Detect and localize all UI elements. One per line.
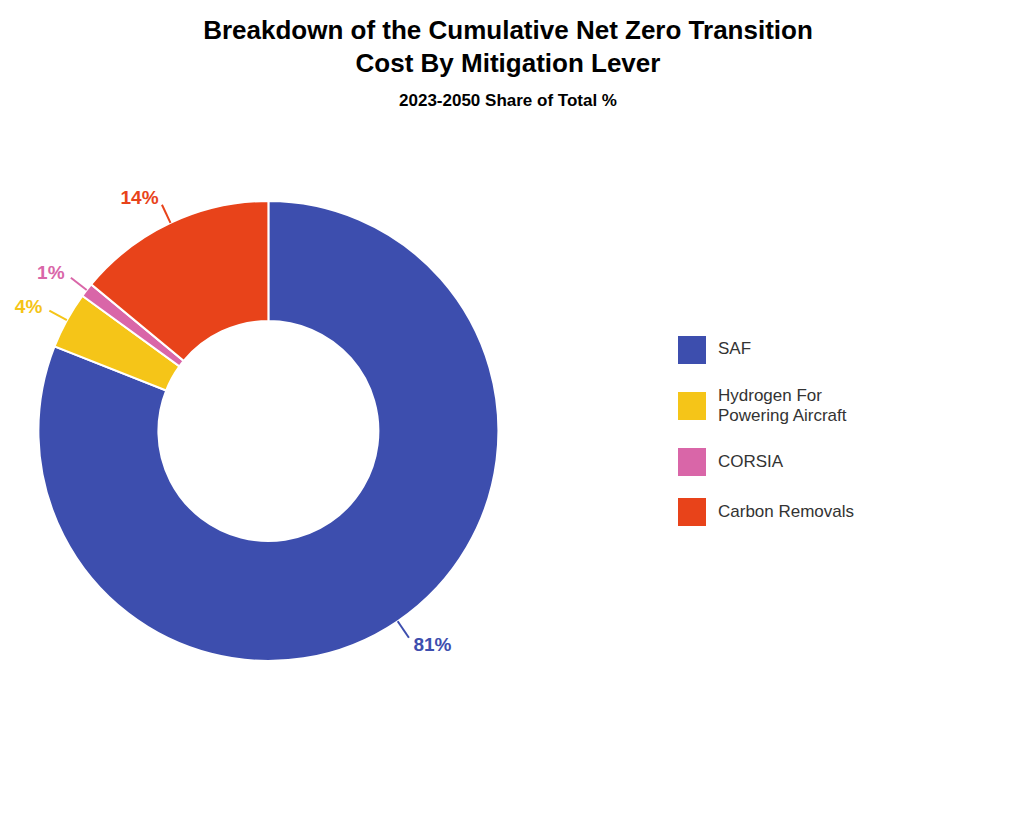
svg-text:4%: 4% (15, 296, 43, 317)
html-text:Breakdown of the Cumulative Ne: Breakdown of the Cumulative Net Zero Tra… (203, 15, 813, 78)
html-text:Carbon Removals: Carbon Removals (718, 502, 855, 522)
svg-text:14%: 14% (121, 187, 159, 208)
svg-text:81%: 81% (413, 634, 451, 655)
html-text:2023-2050 Share of Total %: 2023-2050 Share of Total % (399, 91, 617, 110)
html-text:SAF: SAF (718, 339, 752, 359)
svg-text:1%: 1% (37, 262, 65, 283)
html-text:Hydrogen For Powering Aircraft: Hydrogen For Powering Aircraft (718, 385, 847, 425)
html-text:CORSIA: CORSIA (718, 452, 784, 472)
